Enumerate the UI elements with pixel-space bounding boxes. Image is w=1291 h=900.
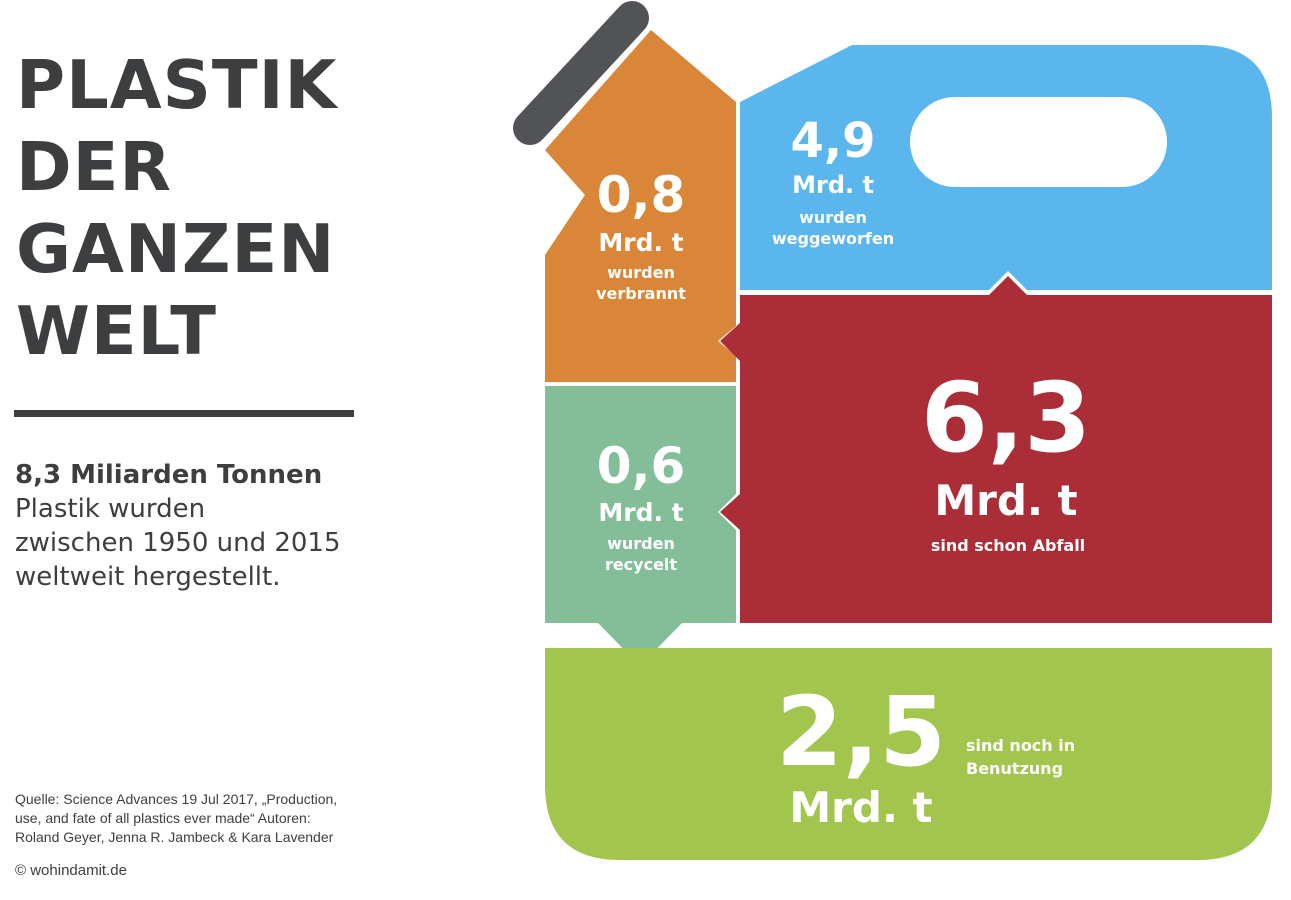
page-title: PLASTIK DER GANZEN WELT [16, 44, 337, 372]
title-line-4: WELT [16, 292, 217, 370]
segment-weggeworfen [740, 45, 1272, 290]
title-divider [14, 410, 354, 417]
segment-recycelt [545, 386, 736, 666]
benutzung-label-1: sind noch in [966, 736, 1075, 755]
summary-bold: 8,3 Miliarden Tonnen [15, 460, 323, 490]
source-line-2: use, and fate of all plastics ever made“… [15, 810, 311, 826]
weggeworfen-label-2: weggeworfen [772, 229, 894, 248]
benutzung-label-2: Benutzung [966, 759, 1063, 778]
abfall-unit: Mrd. t [934, 476, 1077, 525]
copyright: © wohindamit.de [15, 862, 127, 879]
abfall-label: sind schon Abfall [931, 536, 1085, 555]
title-line-2: DER [16, 128, 172, 206]
title-line-1: PLASTIK [16, 46, 338, 124]
segment-verbrannt [545, 30, 736, 382]
segment-abfall [720, 276, 1272, 623]
recycelt-label-2: recycelt [605, 555, 677, 574]
summary-line-3: weltweit hergestellt. [15, 562, 281, 592]
source-line-3: Roland Geyer, Jenna R. Jambeck & Kara La… [15, 829, 334, 845]
verbrannt-label-1: wurden [607, 263, 675, 282]
weggeworfen-unit: Mrd. t [792, 171, 874, 199]
spout-handle [513, 1, 649, 145]
source-citation: Quelle: Science Advances 19 Jul 2017, „P… [15, 790, 375, 847]
summary-text: 8,3 Miliarden Tonnen Plastik wurden zwis… [15, 458, 375, 594]
verbrannt-value: 0,8 [597, 166, 686, 224]
weggeworfen-value: 4,9 [790, 113, 875, 169]
benutzung-value: 2,5 [776, 676, 946, 788]
abfall-value: 6,3 [921, 362, 1091, 474]
recycelt-unit: Mrd. t [598, 498, 683, 527]
recycelt-value: 0,6 [597, 437, 686, 495]
summary-line-2: zwischen 1950 und 2015 [15, 528, 341, 558]
source-line-1: Quelle: Science Advances 19 Jul 2017, „P… [15, 791, 338, 807]
weggeworfen-label-1: wurden [799, 208, 867, 227]
benutzung-unit: Mrd. t [789, 783, 932, 832]
title-line-3: GANZEN [16, 210, 336, 288]
verbrannt-unit: Mrd. t [598, 228, 683, 257]
verbrannt-label-2: verbrannt [596, 284, 686, 303]
recycelt-label-1: wurden [607, 534, 675, 553]
segment-benutzung [545, 648, 1272, 860]
summary-line-1: Plastik wurden [15, 494, 206, 524]
